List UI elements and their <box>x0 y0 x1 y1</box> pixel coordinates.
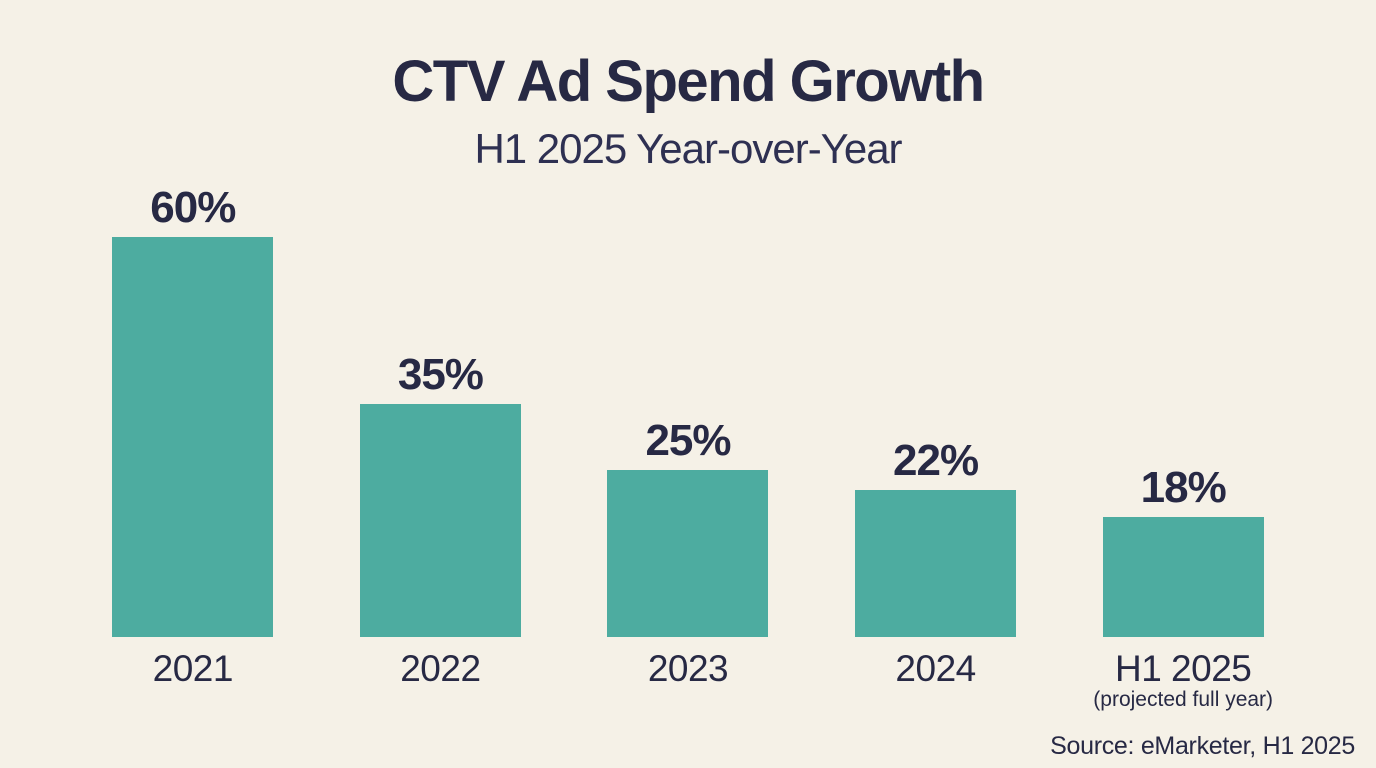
bar-chart: 60% 2021 35% 2022 25% 2023 22% 2024 18% H1 2025 (p… <box>69 0 1307 711</box>
chart-header: CTV Ad Spend Growth H1 2025 Year-over-Ye… <box>0 48 1376 173</box>
x-axis-label: 2022 <box>400 648 481 689</box>
value-label: 25% <box>645 416 731 465</box>
x-axis-sublabel: (projected full year) <box>1093 688 1274 711</box>
bar-column-2024: 22% 2024 <box>812 0 1060 687</box>
x-axis-label: H1 2025 <box>1114 648 1252 689</box>
value-label: 18% <box>1140 463 1227 512</box>
x-axis-label: 2024 <box>895 648 976 689</box>
bar <box>112 237 274 637</box>
chart-subtitle: H1 2025 Year-over-Year <box>474 125 902 172</box>
bar-column-2021: 60% 2021 <box>69 0 317 687</box>
bar-column-2022: 35% 2022 <box>317 0 565 687</box>
bar <box>359 404 521 637</box>
chart-title: CTV Ad Spend Growth <box>392 49 985 114</box>
x-axis-label: 2021 <box>152 648 234 689</box>
bar-column-2023: 25% 2023 <box>564 0 812 687</box>
source-attribution: Source: eMarketer, H1 2025 <box>1050 732 1355 760</box>
x-axis-label: 2023 <box>647 648 729 689</box>
value-label: 60% <box>150 183 236 232</box>
bar-column-h1-2025: 18% H1 2025 (projected full year) <box>1059 0 1307 711</box>
bar <box>607 470 769 637</box>
bar <box>1102 517 1264 637</box>
value-label: 35% <box>397 350 484 399</box>
value-label: 22% <box>893 436 979 485</box>
bar <box>855 490 1017 637</box>
